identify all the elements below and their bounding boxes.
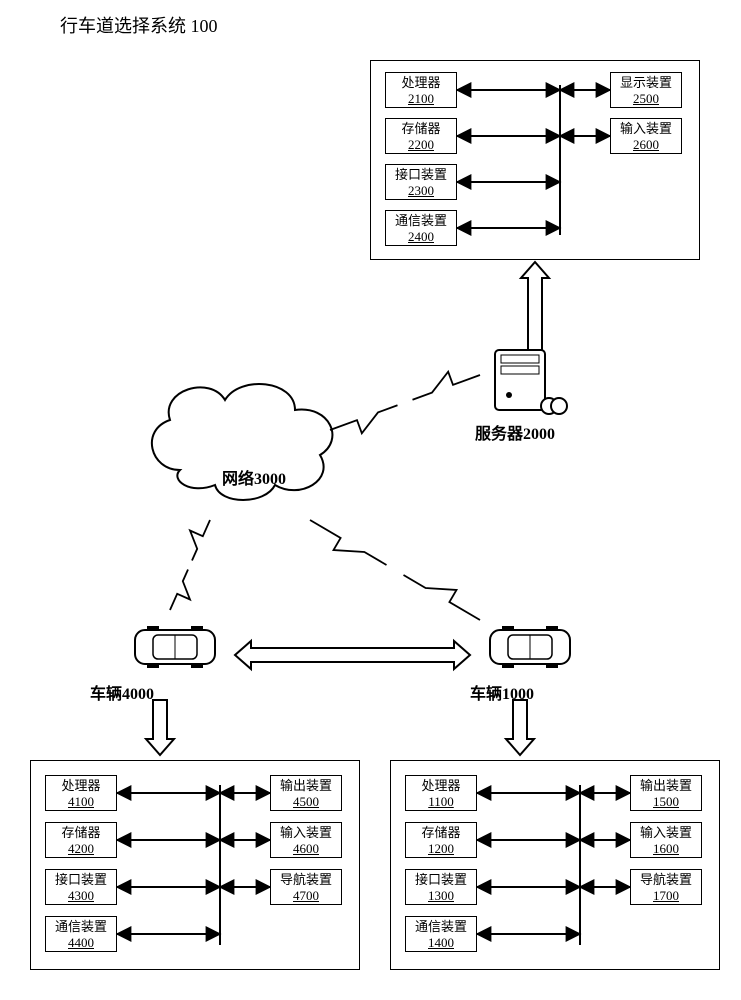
component-4100: 处理器4100 (45, 775, 117, 811)
server-label: 服务器2000 (475, 420, 555, 444)
component-4200: 存储器4200 (45, 822, 117, 858)
component-2100: 处理器2100 (385, 72, 457, 108)
vehicleA-label: 车辆4000 (90, 680, 154, 704)
component-2300: 接口装置2300 (385, 164, 457, 200)
component-1200: 存储器1200 (405, 822, 477, 858)
component-2500: 显示装置2500 (610, 72, 682, 108)
component-2200: 存储器2200 (385, 118, 457, 154)
vehicleB-label: 车辆1000 (470, 680, 534, 704)
component-1700: 导航装置1700 (630, 869, 702, 905)
component-1100: 处理器1100 (405, 775, 477, 811)
component-1500: 输出装置1500 (630, 775, 702, 811)
component-1400: 通信装置1400 (405, 916, 477, 952)
component-4600: 输入装置4600 (270, 822, 342, 858)
component-2400: 通信装置2400 (385, 210, 457, 246)
component-2600: 输入装置2600 (610, 118, 682, 154)
network-label: 网络3000 (222, 465, 286, 489)
component-4500: 输出装置4500 (270, 775, 342, 811)
component-1300: 接口装置1300 (405, 869, 477, 905)
component-4400: 通信装置4400 (45, 916, 117, 952)
component-4700: 导航装置4700 (270, 869, 342, 905)
component-1600: 输入装置1600 (630, 822, 702, 858)
component-4300: 接口装置4300 (45, 869, 117, 905)
